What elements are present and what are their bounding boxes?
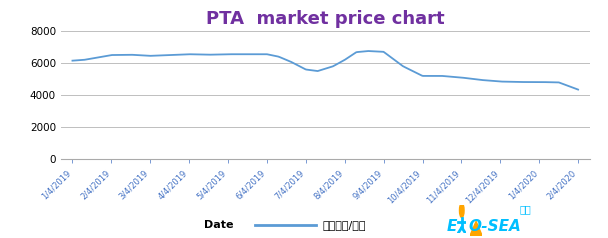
Text: 磡海: 磡海 — [520, 204, 531, 214]
Text: O-SEA: O-SEA — [468, 218, 521, 234]
Title: PTA  market price chart: PTA market price chart — [206, 10, 444, 28]
Text: E: E — [447, 218, 457, 234]
Polygon shape — [470, 221, 482, 236]
Text: Date: Date — [204, 220, 233, 230]
Text: 价格（元/吨）: 价格（元/吨） — [322, 220, 366, 230]
Circle shape — [460, 203, 464, 218]
